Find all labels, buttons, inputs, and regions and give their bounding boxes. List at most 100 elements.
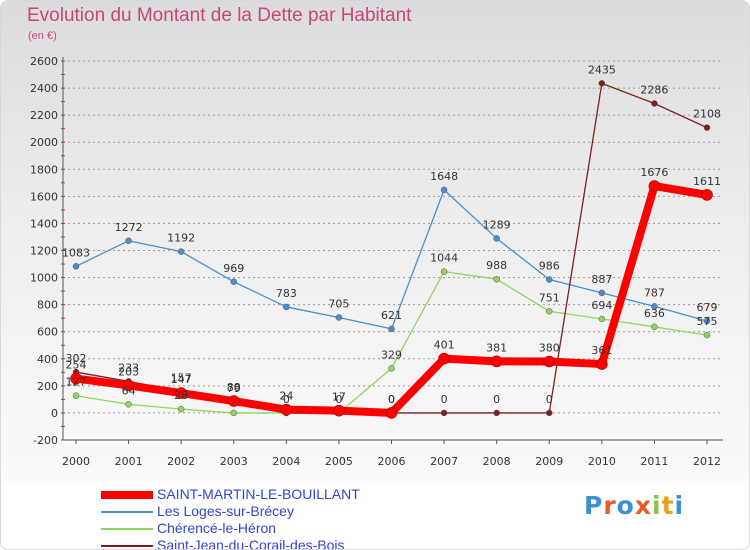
data-point — [546, 276, 553, 283]
data-point — [70, 372, 82, 385]
data-label: 751 — [539, 291, 560, 304]
data-point — [490, 355, 503, 368]
data-point — [125, 401, 132, 408]
line-chart: -200020040060080010001200140016001800200… — [30, 55, 723, 468]
y-tick-label: 2200 — [30, 109, 58, 122]
data-point — [230, 409, 237, 417]
x-tick-label: 2006 — [378, 455, 406, 468]
logo-letter: o — [616, 491, 635, 520]
x-tick-label: 2003 — [220, 455, 248, 468]
data-label: 621 — [381, 309, 402, 322]
legend-swatch — [101, 545, 153, 547]
legend-label: Saint-Jean-du-Corail-des-Bois — [157, 537, 345, 550]
data-point — [175, 387, 187, 399]
y-tick-label: -200 — [33, 434, 58, 447]
x-tick-label: 2004 — [272, 455, 300, 468]
logo-letter: P — [584, 491, 604, 520]
data-label: 329 — [381, 348, 402, 361]
series-layer — [70, 80, 713, 419]
legend-swatch — [101, 511, 153, 513]
x-tick-label: 2005 — [325, 455, 353, 468]
data-point — [703, 317, 711, 325]
logo-letter: t — [661, 491, 675, 520]
data-point — [72, 263, 80, 270]
data-point — [596, 358, 608, 370]
logo-letter: i — [674, 491, 685, 520]
data-point — [701, 189, 713, 201]
data-point — [280, 403, 293, 416]
data-label: 2108 — [693, 108, 721, 121]
data-label: 988 — [486, 259, 507, 272]
data-point — [543, 355, 556, 368]
data-label: 705 — [328, 298, 349, 311]
data-point — [440, 268, 448, 275]
y-tick-label: 400 — [37, 353, 58, 366]
data-label: 157 — [171, 372, 192, 385]
data-point — [438, 352, 450, 365]
y-tick-label: 2600 — [30, 55, 58, 68]
data-label: 127 — [66, 376, 87, 389]
data-point — [648, 180, 661, 192]
data-point — [283, 303, 290, 311]
data-label: 401 — [434, 339, 455, 352]
y-tick-label: 1400 — [30, 217, 58, 230]
x-tick-label: 2008 — [483, 455, 511, 468]
data-point — [598, 289, 606, 297]
data-point — [703, 124, 711, 131]
data-label: 575 — [697, 315, 718, 328]
logo-letter: i — [652, 491, 662, 520]
chart-subtitle: (en €) — [28, 30, 57, 42]
y-tick-label: 800 — [37, 299, 58, 312]
data-label: 1289 — [483, 218, 511, 231]
data-label: 79 — [227, 382, 241, 395]
y-tick-label: 200 — [37, 380, 58, 393]
data-label: 254 — [66, 359, 87, 372]
data-point — [230, 278, 237, 286]
data-label: 986 — [539, 259, 560, 272]
y-tick-label: 1200 — [30, 245, 58, 258]
data-label: 694 — [591, 299, 612, 312]
data-point — [440, 186, 448, 194]
legend-swatch — [101, 491, 153, 499]
data-label: 969 — [223, 262, 244, 275]
data-label: 28 — [174, 389, 188, 402]
legend: SAINT-MARTIN-LE-BOUILLANT Les Loges-sur-B… — [101, 486, 461, 550]
proxiti-logo: Proxiti — [584, 491, 684, 520]
data-label: 380 — [539, 341, 560, 354]
data-point — [335, 314, 343, 321]
data-point — [493, 409, 500, 417]
data-label: 636 — [644, 307, 665, 320]
data-point — [703, 331, 711, 339]
data-label: 679 — [697, 301, 718, 314]
data-label: 1648 — [430, 170, 458, 183]
x-tick-label: 2000 — [62, 455, 90, 468]
y-tick-label: 2400 — [30, 82, 58, 95]
data-point — [177, 248, 185, 255]
data-label: 1044 — [430, 252, 458, 265]
data-label: 64 — [122, 384, 136, 397]
data-label: 787 — [644, 286, 665, 299]
y-tick-label: 1600 — [30, 190, 58, 203]
data-point — [177, 405, 185, 413]
data-label: 2286 — [640, 84, 668, 97]
legend-item: Saint-Jean-du-Corail-des-Bois — [101, 537, 461, 550]
x-tick-label: 2009 — [535, 455, 563, 468]
data-label: 1611 — [693, 175, 721, 188]
data-label: 0 — [546, 393, 553, 406]
data-point — [546, 308, 553, 315]
data-label: 233 — [118, 361, 139, 374]
logo-letter: x — [634, 491, 652, 520]
x-tick-label: 2007 — [430, 455, 458, 468]
x-tick-label: 2012 — [693, 455, 721, 468]
legend-item: SAINT-MARTIN-LE-BOUILLANT — [101, 486, 461, 503]
legend-label: SAINT-MARTIN-LE-BOUILLANT — [157, 486, 360, 502]
x-tick-label: 2001 — [115, 455, 143, 468]
data-point — [651, 100, 658, 107]
data-label: 2435 — [588, 63, 616, 76]
logo-letter: r — [603, 491, 617, 520]
data-point — [333, 404, 345, 417]
data-point — [493, 275, 500, 283]
data-point — [125, 237, 132, 245]
legend-label: Les Loges-sur-Brécey — [157, 503, 294, 519]
